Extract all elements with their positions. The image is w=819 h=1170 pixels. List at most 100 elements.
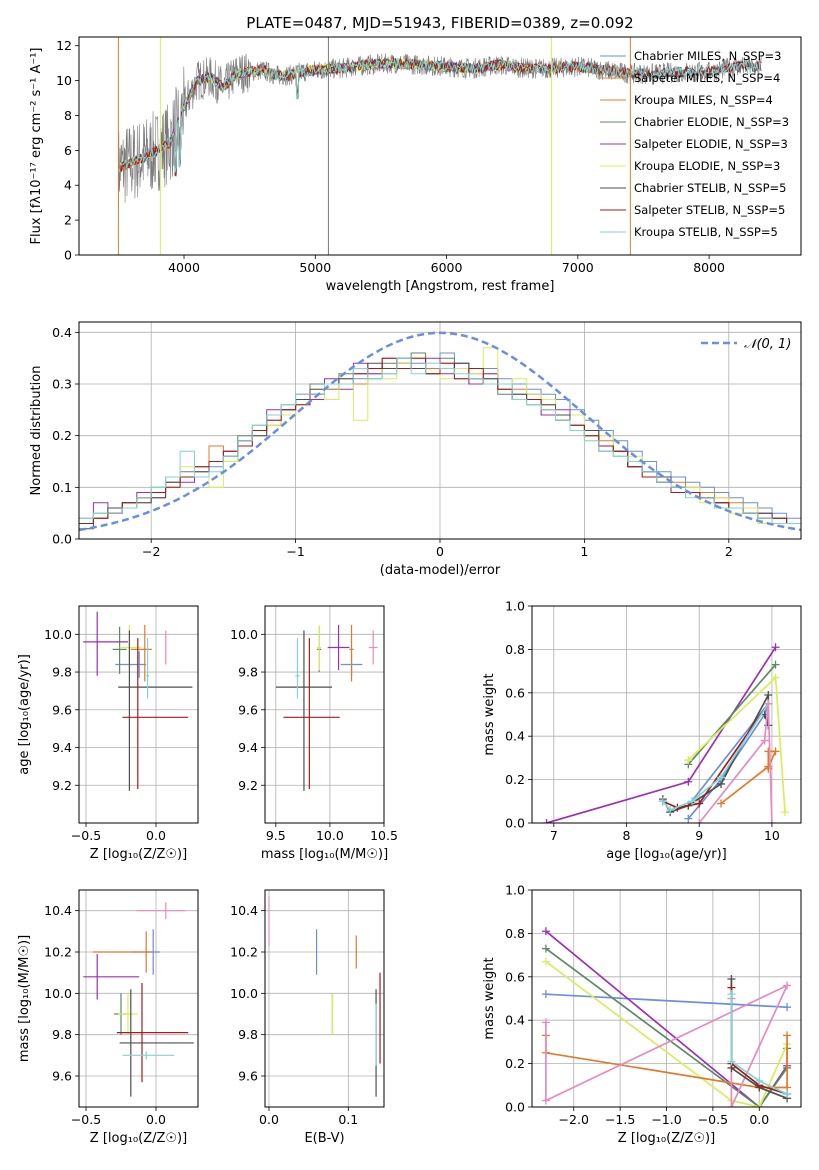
weight-marker bbox=[684, 777, 693, 786]
x-axis-label: age [log₁₀(age/yr)] bbox=[606, 847, 727, 862]
weight-marker bbox=[541, 990, 550, 999]
weight-marker bbox=[727, 1103, 736, 1107]
weight-marker bbox=[783, 1003, 792, 1012]
y-tick-label: 8 bbox=[64, 108, 72, 123]
errorbar-point bbox=[316, 624, 322, 671]
legend-label: 𝒩(0, 1) bbox=[744, 337, 791, 352]
y-axis-label: Flux [fλ10⁻¹⁷ erg cm⁻² s⁻¹ A⁻¹] bbox=[29, 48, 44, 245]
model-spectrum-line bbox=[118, 58, 631, 176]
axes-frame bbox=[264, 605, 385, 824]
y-tick-label: 10.4 bbox=[230, 903, 258, 918]
weight-marker bbox=[541, 1096, 550, 1105]
y-tick-label: 0.2 bbox=[505, 1056, 525, 1071]
y-tick-label: 9.2 bbox=[238, 778, 258, 793]
x-axis-label: E(B-V) bbox=[304, 1131, 344, 1146]
y-tick-label: 10.2 bbox=[44, 945, 72, 960]
y-tick-label: 0.4 bbox=[505, 729, 525, 744]
y-tick-label: 9.8 bbox=[238, 665, 258, 680]
y-tick-label: 9.8 bbox=[52, 665, 72, 680]
x-tick-label: 0 bbox=[436, 544, 444, 559]
x-axis-label: mass [log₁₀(M/M☉)] bbox=[261, 847, 388, 862]
x-tick-label: −2.0 bbox=[559, 1112, 589, 1127]
errorbar-point bbox=[115, 651, 147, 678]
chart-title: PLATE=0487, MJD=51943, FIBERID=0389, z=0… bbox=[246, 14, 633, 32]
weight-marker bbox=[666, 805, 675, 814]
weight-marker bbox=[783, 1089, 792, 1098]
weight-lines bbox=[542, 643, 790, 823]
y-tick-label: 9.2 bbox=[52, 778, 72, 793]
weight-marker bbox=[684, 756, 693, 765]
x-tick-label: 0.0 bbox=[146, 1112, 166, 1127]
weight-marker bbox=[684, 814, 693, 823]
y-axis-label: Normed distribution bbox=[29, 366, 44, 496]
errorbars bbox=[275, 624, 378, 791]
legend-label: Salpeter ELODIE, N_SSP=3 bbox=[634, 137, 788, 151]
x-tick-label: 9.5 bbox=[266, 828, 286, 843]
x-tick-label: 0.0 bbox=[749, 1112, 769, 1127]
y-tick-label: 10 bbox=[56, 73, 72, 88]
errorbar-point bbox=[83, 954, 140, 1000]
errorbars bbox=[83, 611, 193, 791]
y-tick-label: 6 bbox=[64, 143, 72, 158]
x-tick-label: 9 bbox=[695, 828, 703, 843]
y-tick-label: 1.0 bbox=[505, 883, 525, 898]
y-tick-label: 12 bbox=[56, 38, 72, 53]
y-axis-label: mass weight bbox=[482, 673, 497, 755]
age-mass-panel: 9.5 10.0 10.5 9.2 9.4 9.6 9.8 10.0 mass [log₁₀(M… bbox=[230, 605, 398, 862]
legend: Chabrier MILES, N_SSP=3 Salpeter MILES, N… bbox=[600, 49, 789, 239]
y-tick-label: 10.0 bbox=[44, 986, 72, 1001]
y-tick-label: 0.0 bbox=[505, 816, 525, 831]
axes-frame bbox=[78, 605, 199, 824]
errorbar-point bbox=[122, 638, 189, 790]
x-tick-label: 0.0 bbox=[259, 1112, 279, 1127]
weight-marker bbox=[771, 643, 780, 652]
y-axis-label: mass weight bbox=[482, 957, 497, 1039]
x-tick-label: −0.5 bbox=[698, 1112, 728, 1127]
y-tick-label: 10.2 bbox=[230, 945, 258, 960]
x-tick-label: 7000 bbox=[562, 260, 594, 275]
weight-marker bbox=[771, 747, 780, 756]
x-tick-label: 10.0 bbox=[316, 828, 344, 843]
weight-marker bbox=[760, 736, 769, 745]
weight-marker bbox=[764, 690, 773, 699]
y-tick-label: 0.8 bbox=[505, 642, 525, 657]
errorbar-point bbox=[122, 1051, 175, 1060]
errorbar-point bbox=[130, 624, 152, 682]
weight-marker bbox=[771, 673, 780, 682]
x-tick-label: 8000 bbox=[693, 260, 725, 275]
errorbar-point bbox=[283, 638, 340, 790]
model-spectrum-line bbox=[117, 56, 762, 177]
x-tick-label: −1.0 bbox=[651, 1112, 681, 1127]
spectrum-panel: 4000 5000 6000 7000 8000 0 2 4 6 8 10 12 wavelength … bbox=[29, 14, 802, 294]
errorbars bbox=[268, 896, 381, 1097]
y-tick-label: 0.2 bbox=[52, 428, 72, 443]
errorbar-point bbox=[118, 630, 193, 791]
x-tick-label: 4000 bbox=[168, 260, 200, 275]
x-tick-label: −1 bbox=[286, 544, 304, 559]
x-axis-label: wavelength [Angstrom, rest frame] bbox=[326, 279, 555, 294]
weight-marker bbox=[717, 773, 726, 782]
y-tick-label: 9.6 bbox=[52, 1069, 72, 1084]
weight-metallicity-panel: −2.0 −1.5 −1.0 −0.5 0.0 0.0 0.2 0.4 0.6 0.8 1.0 Z [… bbox=[482, 883, 802, 1146]
x-tick-label: 7 bbox=[550, 828, 558, 843]
histogram-lines bbox=[79, 331, 801, 532]
x-tick-label: 10.5 bbox=[370, 828, 398, 843]
weight-marker bbox=[727, 990, 736, 999]
errorbar-point bbox=[275, 630, 333, 791]
axes-frame bbox=[531, 605, 802, 824]
x-tick-label: 1 bbox=[580, 544, 588, 559]
y-axis-label: mass [log₁₀(M/M☉)] bbox=[17, 935, 32, 1062]
y-tick-label: 10.0 bbox=[44, 627, 72, 642]
weight-marker bbox=[658, 797, 667, 806]
mass-extinction-panel: 0.0 0.1 9.6 9.8 10.0 10.2 10.4 E(B-V) bbox=[230, 889, 385, 1146]
x-tick-label: −2 bbox=[142, 544, 160, 559]
weight-marker bbox=[783, 981, 792, 990]
legend-label: Salpeter MILES, N_SSP=4 bbox=[634, 71, 780, 85]
legend-label: Kroupa MILES, N_SSP=4 bbox=[634, 93, 773, 107]
mass-metallicity-panel: −0.5 0.0 9.6 9.8 10.0 10.2 10.4 Z [log₁₀(Z/Z☉)]… bbox=[17, 889, 199, 1146]
y-tick-label: 4 bbox=[64, 178, 72, 193]
weight-marker bbox=[541, 1018, 550, 1027]
x-axis-label: Z [log₁₀(Z/Z☉)] bbox=[618, 1131, 715, 1146]
weight-marker bbox=[783, 1031, 792, 1040]
